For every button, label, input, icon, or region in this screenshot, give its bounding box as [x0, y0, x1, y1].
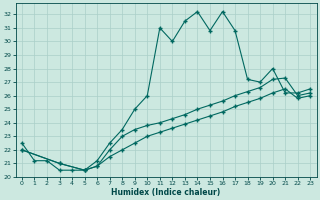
X-axis label: Humidex (Indice chaleur): Humidex (Indice chaleur): [111, 188, 221, 197]
